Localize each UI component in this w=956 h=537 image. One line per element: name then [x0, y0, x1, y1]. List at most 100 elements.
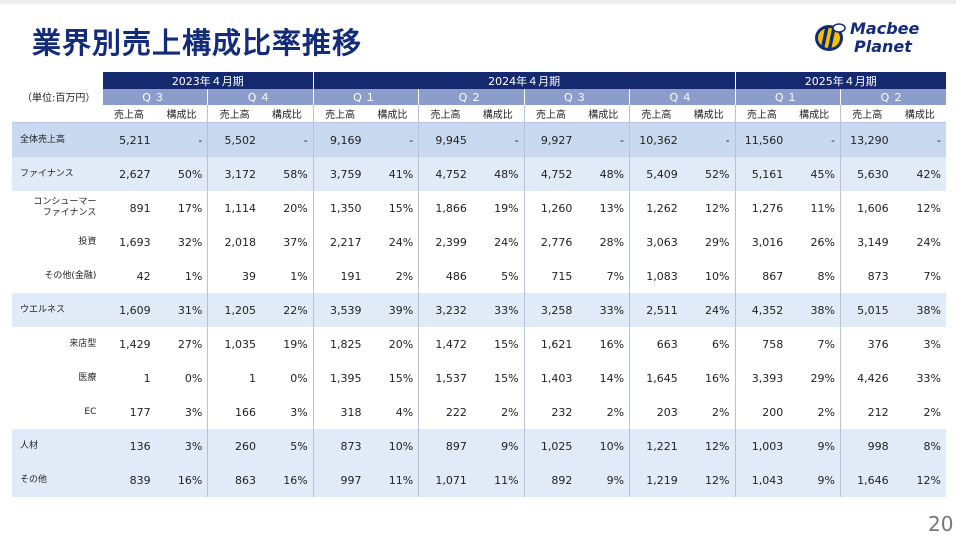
ratio-column-header: 構成比 [471, 105, 525, 123]
ratio-value: 29% [682, 225, 735, 259]
ratio-value: 3% [155, 395, 208, 429]
header-blank-cell [12, 72, 102, 89]
sales-value: 998 [839, 429, 894, 463]
ratio-value: 41% [366, 157, 419, 191]
ratio-value: - [471, 122, 525, 157]
sales-value: 2,217 [312, 225, 367, 259]
row-label-line: ファイナンス [42, 208, 97, 218]
sales-value: 897 [418, 429, 472, 463]
row-label: ファイナンス [12, 157, 103, 191]
logo-text-line2: Planet [854, 37, 912, 56]
ratio-value: 19% [261, 327, 314, 361]
row-label: 全体売上高 [12, 122, 103, 157]
table-row: 投資 1,693 32% 2,018 37% 2,217 24% 2,399 24% 2,776 2… [12, 225, 946, 259]
ratio-column-header: 構成比 [261, 105, 314, 123]
sales-value: 212 [839, 395, 894, 429]
ratio-value: 7% [577, 259, 630, 293]
sales-value: 3,063 [629, 225, 683, 259]
ratio-value: 11% [366, 463, 419, 497]
sales-value: 203 [629, 395, 683, 429]
sales-value: 42 [102, 259, 156, 293]
sales-value: 232 [523, 395, 578, 429]
row-label: 投資 [12, 225, 103, 259]
sales-value: 1,825 [312, 327, 367, 361]
ratio-value: 27% [155, 327, 208, 361]
sales-value: 1,621 [523, 327, 578, 361]
ratio-column-header: 構成比 [366, 105, 419, 123]
ratio-value: 19% [471, 191, 525, 225]
ratio-value: 12% [893, 463, 946, 497]
ratio-value: 31% [155, 293, 208, 327]
table-row: 医療 1 0% 1 0% 1,395 15% 1,537 15% 1,403 14% 1,645 16%… [12, 361, 946, 395]
sales-value: 222 [418, 395, 472, 429]
ratio-value: 9% [577, 463, 630, 497]
year-header: 2024年４月期 [312, 72, 735, 89]
ratio-value: 7% [893, 259, 946, 293]
quarter-header: Q２ [418, 89, 525, 105]
ratio-value: 1% [261, 259, 314, 293]
ratio-value: 2% [682, 395, 735, 429]
sales-value: 1,025 [523, 429, 578, 463]
sales-value: 715 [523, 259, 578, 293]
sales-value: 1,260 [523, 191, 578, 225]
sales-value: 39 [207, 259, 262, 293]
table-row: 来店型 1,429 27% 1,035 19% 1,825 20% 1,472 15% 1,621… [12, 327, 946, 361]
sales-value: 758 [734, 327, 789, 361]
sales-value: 5,015 [839, 293, 894, 327]
ratio-column-header: 構成比 [577, 105, 630, 123]
ratio-value: 20% [366, 327, 419, 361]
sales-value: 891 [102, 191, 156, 225]
ratio-value: 33% [893, 361, 946, 395]
ratio-column-header: 構成比 [682, 105, 735, 123]
ratio-value: 9% [788, 463, 841, 497]
ratio-value: 15% [366, 191, 419, 225]
ratio-value: 2% [788, 395, 841, 429]
sales-value: 2,018 [207, 225, 262, 259]
ratio-value: 24% [893, 225, 946, 259]
ratio-value: 32% [155, 225, 208, 259]
sales-value: 3,149 [839, 225, 894, 259]
ratio-value: 24% [682, 293, 735, 327]
ratio-value: 10% [577, 429, 630, 463]
ratio-column-header: 構成比 [788, 105, 841, 123]
ratio-value: - [366, 122, 419, 157]
sales-value: 1,693 [102, 225, 156, 259]
ratio-value: - [682, 122, 735, 157]
table-row: 人材 136 3% 260 5% 873 10% 897 9% 1,025 10% 1,221 12% 1… [12, 429, 946, 463]
ratio-value: 52% [682, 157, 735, 191]
sales-value: 1,350 [312, 191, 367, 225]
ratio-value: 26% [788, 225, 841, 259]
sales-value: 873 [839, 259, 894, 293]
sales-column-header: 売上高 [839, 105, 894, 123]
ratio-value: 37% [261, 225, 314, 259]
ratio-value: 14% [577, 361, 630, 395]
ratio-value: 5% [471, 259, 525, 293]
ratio-value: 5% [261, 429, 314, 463]
header-blank-cell [12, 105, 103, 123]
sales-value: 486 [418, 259, 472, 293]
sales-value: 1,219 [629, 463, 683, 497]
quarter-header: Q２ [839, 89, 946, 105]
ratio-value: 12% [893, 191, 946, 225]
sales-value: 1,003 [734, 429, 789, 463]
sales-value: 1,035 [207, 327, 262, 361]
sales-value: 4,752 [523, 157, 578, 191]
sales-value: 1,114 [207, 191, 262, 225]
quarter-header: Q３ [523, 89, 630, 105]
sales-column-header: 売上高 [734, 105, 789, 123]
ratio-value: 9% [471, 429, 525, 463]
sales-value: 1,262 [629, 191, 683, 225]
ratio-value: - [577, 122, 630, 157]
quarter-header: Q１ [312, 89, 419, 105]
sales-value: 839 [102, 463, 156, 497]
sales-value: 873 [312, 429, 367, 463]
sales-value: 1,083 [629, 259, 683, 293]
table-row: EC 177 3% 166 3% 318 4% 222 2% 232 2% 203 2% 200 2% 212… [12, 395, 946, 429]
ratio-value: 12% [682, 191, 735, 225]
ratio-value: 16% [155, 463, 208, 497]
ratio-value: 9% [788, 429, 841, 463]
sales-column-header: 売上高 [207, 105, 262, 123]
sales-value: 4,426 [839, 361, 894, 395]
ratio-value: 29% [788, 361, 841, 395]
row-label: その他(金融) [12, 259, 103, 293]
